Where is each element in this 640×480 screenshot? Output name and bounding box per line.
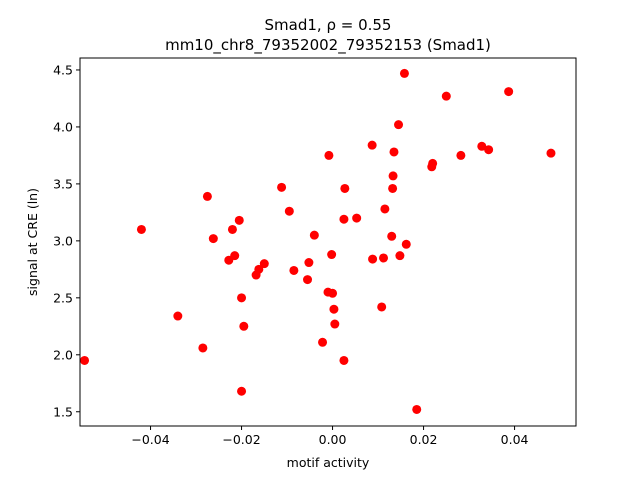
data-point-2: [173, 311, 183, 321]
data-point-11: [237, 386, 247, 396]
data-point-51: [477, 141, 487, 151]
y-tick-label-4: 3.5: [53, 176, 73, 191]
data-point-3: [198, 343, 208, 353]
data-point-48: [428, 158, 438, 168]
data-point-31: [340, 183, 350, 193]
data-point-7: [227, 224, 237, 234]
data-point-38: [387, 231, 397, 241]
data-point-29: [339, 214, 349, 224]
y-tick-label-1: 2.0: [53, 347, 73, 362]
data-point-24: [324, 150, 334, 160]
data-point-39: [388, 183, 398, 193]
y-tick-label-3: 3.0: [53, 233, 73, 248]
data-point-12: [239, 321, 249, 331]
data-point-30: [339, 355, 349, 365]
plot-frame: [79, 57, 577, 427]
x-tick-label-2: 0.00: [319, 432, 347, 447]
data-point-34: [368, 254, 378, 264]
data-point-14: [254, 264, 264, 274]
data-point-1: [136, 224, 146, 234]
data-point-25: [327, 250, 337, 260]
data-point-4: [202, 191, 212, 201]
data-point-0: [80, 355, 90, 365]
x-tick-label-0: −0.04: [131, 432, 169, 447]
data-point-54: [546, 148, 556, 158]
data-point-27: [329, 304, 339, 314]
data-point-40: [388, 171, 398, 181]
data-point-43: [395, 251, 405, 261]
data-point-41: [389, 147, 399, 157]
data-point-8: [230, 251, 240, 261]
y-tick-label-6: 4.5: [53, 62, 73, 77]
y-tick-label-5: 4.0: [53, 119, 73, 134]
y-tick-label-0: 1.5: [53, 404, 73, 419]
y-axis-ticks: 1.5 2.0 2.5 3.0 3.5 4.0 4.5: [53, 62, 80, 419]
data-point-20: [304, 258, 314, 268]
data-point-17: [284, 206, 294, 216]
data-point-16: [277, 182, 287, 192]
data-point-45: [401, 239, 411, 249]
data-point-33: [367, 140, 377, 150]
y-tick-label-2: 2.5: [53, 290, 73, 305]
data-point-36: [379, 253, 389, 263]
data-point-53: [504, 87, 514, 97]
data-point-5: [208, 234, 218, 244]
data-point-44: [399, 68, 409, 78]
data-point-28: [330, 319, 340, 329]
data-point-35: [377, 302, 387, 312]
data-point-21: [309, 230, 319, 240]
data-point-37: [380, 204, 390, 214]
y-axis-label: signal at CRE (ln): [25, 188, 40, 296]
data-point-49: [441, 91, 451, 101]
data-point-32: [352, 213, 362, 223]
data-point-19: [303, 275, 313, 285]
x-tick-label-3: 0.02: [410, 432, 438, 447]
data-point-50: [456, 150, 466, 160]
data-point-15: [259, 259, 269, 269]
x-tick-label-1: −0.02: [222, 432, 260, 447]
data-point-18: [289, 265, 299, 275]
data-point-10: [237, 293, 247, 303]
x-axis-label: motif activity: [287, 455, 370, 470]
x-tick-label-4: 0.04: [501, 432, 529, 447]
data-point-26: [328, 288, 338, 298]
x-axis-ticks: −0.04 −0.02 0.00 0.02 0.04: [131, 426, 529, 447]
data-point-52: [484, 145, 494, 155]
data-point-42: [394, 120, 404, 130]
chart-subtitle: mm10_chr8_79352002_79352153 (Smad1): [165, 36, 491, 55]
data-point-22: [318, 337, 328, 347]
points-layer: [80, 68, 556, 414]
chart-title: Smad1, ρ = 0.55: [265, 16, 392, 34]
data-point-9: [234, 215, 244, 225]
data-point-46: [412, 404, 422, 414]
